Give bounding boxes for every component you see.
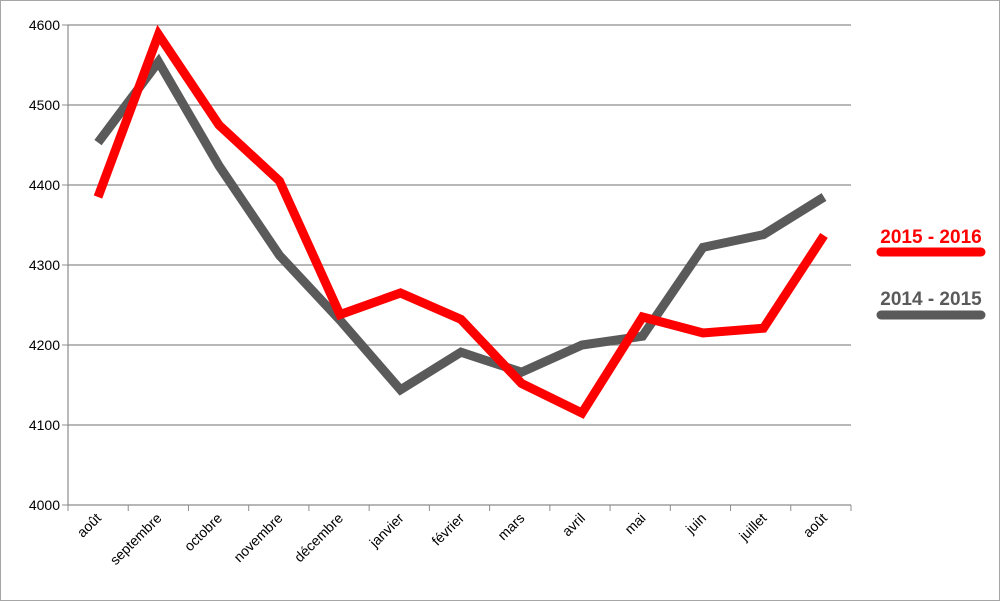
legend-label: 2014 - 2015 [880,289,982,310]
y-tick-label: 4000 [29,497,60,513]
x-tick-label: novembre [230,510,285,565]
x-tick-label: septembre [107,510,165,568]
x-tick-label: janvier [365,510,406,551]
x-tick-label: juillet [735,510,770,545]
y-axis-ticks: 4000 4100 4200 4300 4400 4500 4600 [29,17,60,513]
series-line-2014-2015 [94,53,827,396]
series-line-2015-2016 [93,24,828,419]
axes [62,24,852,511]
x-axis-ticks: août septembre octobre novembre décembre janv… [74,510,831,568]
y-tick-label: 4100 [29,417,60,433]
x-tick-label: octobre [181,510,225,554]
series-lines [93,24,828,419]
y-tick-label: 4400 [29,177,60,193]
x-tick-label: mars [494,510,527,543]
y-tick-label: 4500 [29,97,60,113]
gridlines [68,24,851,426]
x-tick-label: avril [559,510,588,539]
x-tick-label: juin [682,510,709,537]
legend-label: 2015 - 2016 [880,227,981,248]
x-tick-label: août [800,510,831,541]
x-tick-label: février [428,510,467,549]
legend: 2015 - 2016 2014 - 2015 [876,227,986,320]
y-tick-label: 4300 [29,257,60,273]
y-tick-label: 4200 [29,337,60,353]
y-tick-label: 4600 [29,17,60,33]
x-tick-label: décembre [291,510,346,565]
x-tick-label: août [74,510,105,541]
x-tick-label: mai [621,510,648,537]
